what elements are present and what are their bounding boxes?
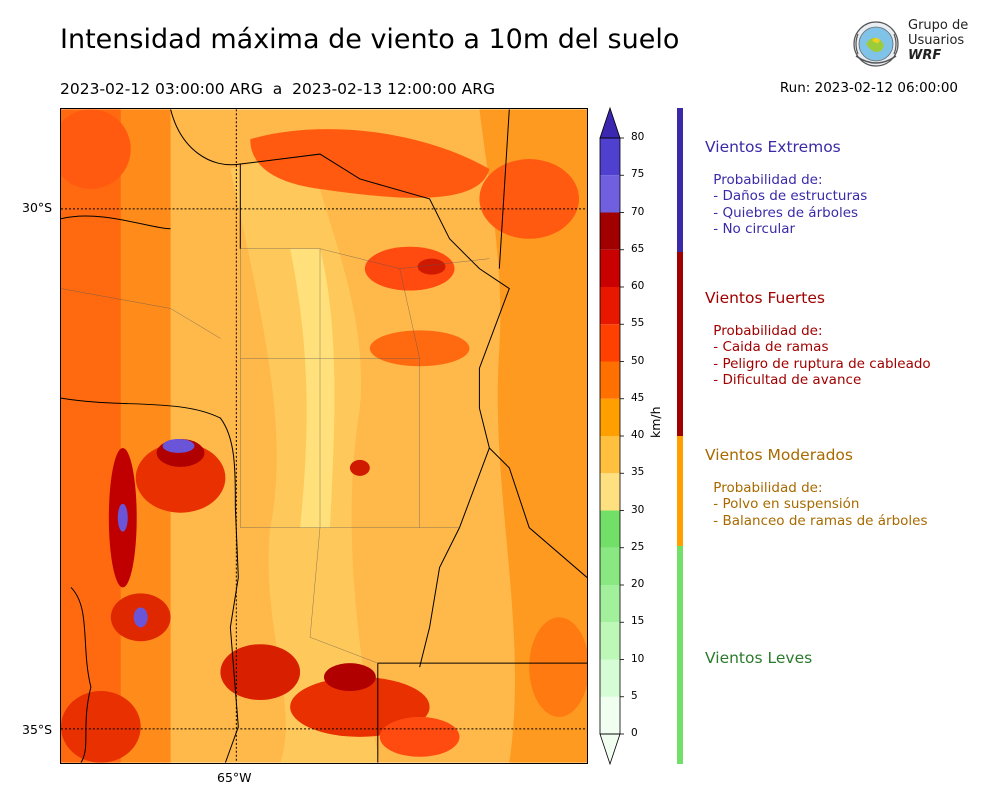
colorbar-tick-label: 75 <box>631 168 645 181</box>
colorbar-segment <box>600 212 620 250</box>
colorbar-over-arrow <box>599 106 621 139</box>
colorbar-tick-label: 10 <box>631 652 645 665</box>
category-bar-moderate <box>677 436 683 546</box>
colorbar-tick-label: 35 <box>631 466 645 479</box>
colorbar-tick-label: 65 <box>631 242 645 255</box>
logo-line-2: Usuarios <box>908 33 965 48</box>
colorbar-tick-label: 40 <box>631 429 645 441</box>
colorbar-unit: km/h <box>648 406 663 438</box>
colorbar-segment <box>600 436 620 474</box>
colorbar-segment <box>600 510 620 548</box>
logo-line-1: Grupo de <box>908 18 969 33</box>
colorbar-tick-label: 25 <box>631 540 645 553</box>
lon-label-65w: 65°W <box>217 770 252 785</box>
category-title-extreme: Vientos Extremos <box>705 138 841 156</box>
colorbar-tick-label: 30 <box>631 503 645 516</box>
wind-map <box>60 108 588 764</box>
colorbar-tick-label: 70 <box>631 205 645 218</box>
colorbar-tick-label: 50 <box>631 354 645 367</box>
colorbar-segment <box>600 622 620 660</box>
colorbar-segment <box>600 585 620 623</box>
colorbar-tick-label: 80 <box>631 131 645 143</box>
colorbar-tick-label: 55 <box>631 317 645 330</box>
colorbar-tick-label: 60 <box>631 280 645 292</box>
category-desc-moderate: Probabilidad de: - Polvo en suspensión -… <box>713 480 928 529</box>
colorbar-tick-label: 0 <box>631 727 638 739</box>
map-title: Intensidad máxima de viento a 10m del su… <box>60 24 680 55</box>
category-title-strong: Vientos Fuertes <box>705 289 825 307</box>
run-timestamp: Run: 2023-02-12 06:00:00 <box>779 80 958 96</box>
colorbar-tick-label: 5 <box>631 689 638 702</box>
colorbar-segment <box>600 361 620 399</box>
colorbar-segment <box>600 175 620 213</box>
forecast-period: 2023-02-12 03:00:00 ARG a 2023-02-13 12:… <box>60 80 496 98</box>
logo-line-3: WRF <box>908 48 942 63</box>
category-bar-extreme <box>677 108 683 252</box>
colorbar-segment <box>600 547 620 585</box>
colorbar-under-arrow <box>599 733 621 766</box>
colorbar <box>599 106 624 766</box>
colorbar-segment <box>600 138 620 176</box>
colorbar-tick-label: 45 <box>631 391 645 404</box>
colorbar-segment <box>600 659 620 697</box>
category-title-moderate: Vientos Moderados <box>705 446 853 464</box>
colorbar-segment <box>600 473 620 511</box>
globe-icon <box>853 21 899 67</box>
category-bar-light <box>677 546 683 764</box>
colorbar-segment <box>600 249 620 287</box>
colorbar-segment <box>600 696 620 734</box>
colorbar-tick-label: 20 <box>631 578 645 590</box>
colorbar-tick-label: 15 <box>631 615 645 628</box>
category-desc-extreme: Probabilidad de: - Daños de estructuras … <box>713 172 868 237</box>
lat-label-35s: 35°S <box>22 722 53 737</box>
wrf-logo: Grupo de Usuarios WRF <box>848 16 974 74</box>
category-desc-strong: Probabilidad de: - Caida de ramas - Peli… <box>713 323 931 388</box>
category-bar-strong <box>677 252 683 436</box>
colorbar-segment <box>600 324 620 362</box>
category-title-light: Vientos Leves <box>705 649 813 667</box>
lat-label-30s: 30°S <box>22 200 53 215</box>
colorbar-segment <box>600 398 620 436</box>
colorbar-segment <box>600 287 620 325</box>
